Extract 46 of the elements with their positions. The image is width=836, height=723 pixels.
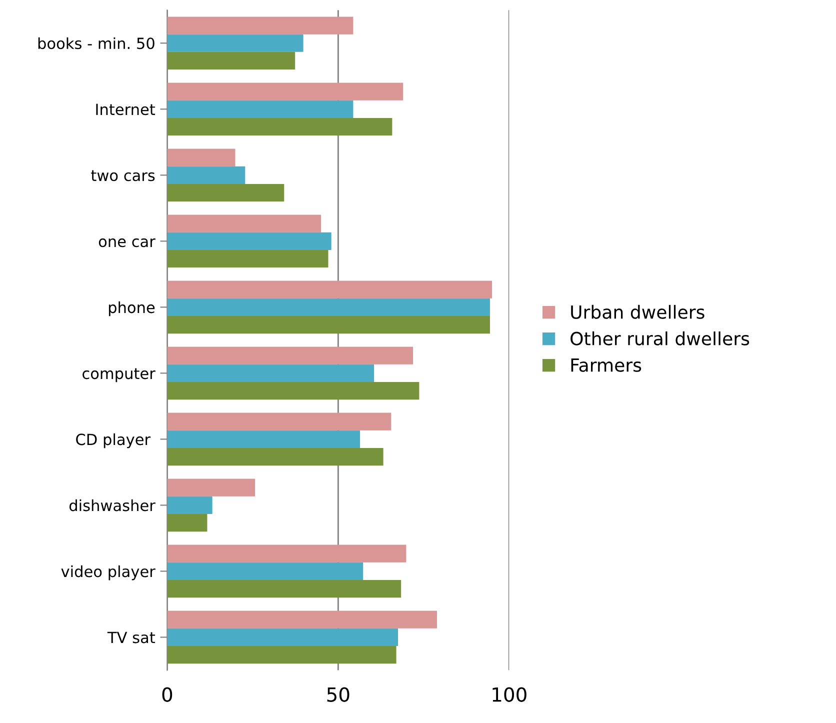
x-tick-label: 50 (327, 687, 350, 702)
bar (167, 382, 420, 400)
bar (167, 544, 406, 562)
legend-label: Urban dwellers (571, 304, 704, 319)
bar (167, 100, 354, 118)
bar (167, 250, 328, 268)
bar (167, 628, 398, 646)
bar (167, 232, 332, 250)
y-tick-label: one car (98, 238, 156, 248)
bar (167, 34, 304, 52)
y-tick-label: CD player (76, 433, 151, 448)
y-tick-label: Internet (96, 104, 156, 116)
bar (167, 148, 236, 166)
y-tick-label: TV sat (107, 632, 156, 644)
y-tick-label: video player (61, 565, 156, 580)
bar (167, 16, 354, 34)
y-tick-label: books - min. 50 (38, 37, 154, 50)
bar (167, 478, 256, 496)
bar (167, 496, 212, 514)
bar (167, 580, 402, 598)
bar (167, 430, 360, 448)
bar (167, 448, 384, 466)
legend-label: Farmers (571, 358, 642, 372)
bar (167, 214, 322, 232)
y-tick-label: phone (108, 301, 155, 316)
bar (167, 298, 490, 316)
bar (167, 364, 374, 382)
bar (167, 280, 492, 298)
bar (167, 610, 437, 628)
x-tick-label: 100 (492, 687, 526, 702)
bar (167, 514, 208, 532)
bar (167, 316, 490, 334)
y-tick-label: dishwasher (69, 499, 156, 512)
bar (167, 562, 364, 580)
y-tick-label: two cars (91, 170, 155, 182)
bar (167, 184, 284, 202)
bar (167, 346, 414, 364)
bar (167, 52, 296, 70)
bar (167, 82, 404, 100)
bar (167, 412, 392, 430)
bar (167, 118, 392, 136)
legend-label: Other rural dwellers (570, 331, 750, 346)
bar (167, 166, 246, 184)
y-tick-label: computer (82, 368, 156, 382)
bar (167, 646, 396, 664)
x-tick-label: 0 (162, 687, 172, 702)
